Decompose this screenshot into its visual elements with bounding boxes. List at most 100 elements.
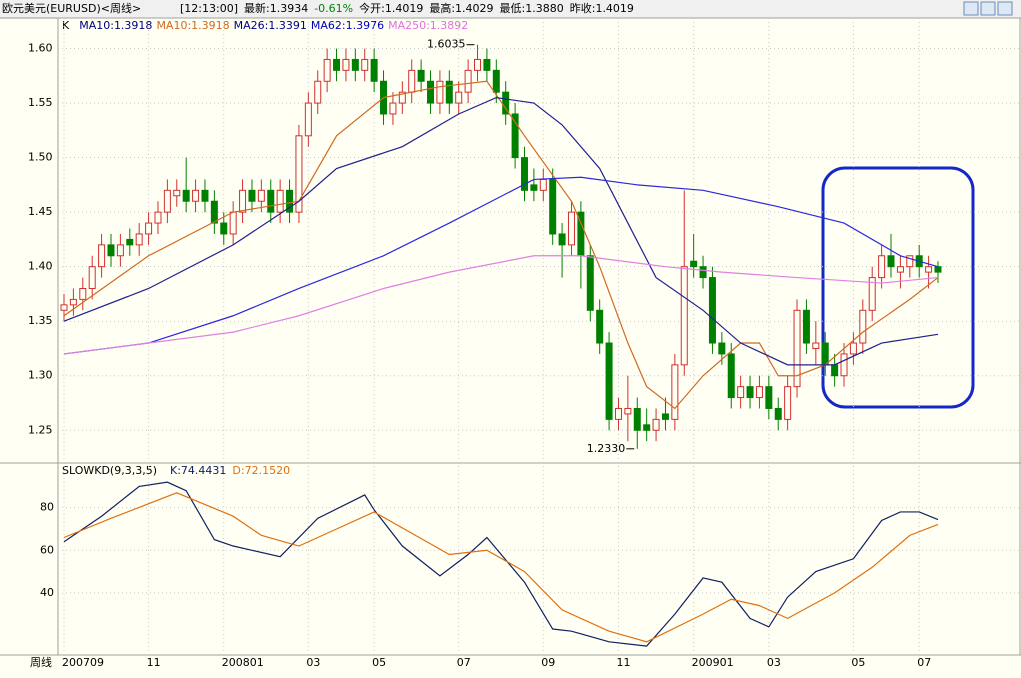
candle-body xyxy=(708,277,716,344)
candle-body xyxy=(511,113,519,159)
candle-body xyxy=(474,58,482,71)
y-tick-label: 1.50 xyxy=(28,151,53,164)
candle-body xyxy=(661,413,669,420)
candle-body xyxy=(671,364,679,420)
candle-body xyxy=(436,80,444,104)
series-line xyxy=(63,492,939,643)
candle-body xyxy=(680,266,688,366)
series-line xyxy=(63,176,939,355)
candle-body xyxy=(267,189,275,213)
candle-body xyxy=(549,178,557,235)
x-tick-label: 200901 xyxy=(692,656,734,669)
header-item: [12:13:00] xyxy=(180,2,238,15)
candle-body xyxy=(520,157,528,191)
candle-body xyxy=(370,58,378,82)
candle-body xyxy=(276,189,284,213)
nav-button[interactable] xyxy=(963,1,979,16)
candle-body xyxy=(323,58,331,82)
candle-body xyxy=(239,189,247,213)
candle-body xyxy=(192,189,200,202)
indicator-legend: K:74.4431 xyxy=(170,464,226,477)
candle-body xyxy=(229,211,237,235)
x-tick-label: 03 xyxy=(306,656,320,669)
y-tick-label: 1.60 xyxy=(28,42,53,55)
candle-body xyxy=(116,244,124,257)
candle-body xyxy=(483,58,491,71)
candle-body xyxy=(455,91,463,104)
candle-body xyxy=(257,189,265,202)
x-axis-label: 周线 xyxy=(30,655,52,669)
candle-body xyxy=(746,386,754,399)
header-item: 最新:1.3934 xyxy=(244,1,308,15)
candle-body xyxy=(88,266,96,289)
candle-body xyxy=(154,211,162,224)
candle-body xyxy=(333,58,341,71)
candle-body xyxy=(107,244,115,257)
candle-body xyxy=(558,233,566,246)
candle-body xyxy=(145,222,153,235)
x-tick-label: 11 xyxy=(147,656,161,669)
candle-body xyxy=(831,364,839,377)
legend-item: MA10:1.3918 xyxy=(79,19,152,32)
candle-body xyxy=(351,58,359,71)
candle-body xyxy=(135,233,143,246)
candle-body xyxy=(567,211,575,246)
y-tick-label: 1.45 xyxy=(28,205,53,218)
header-item: -0.61% xyxy=(314,2,353,15)
candle-body xyxy=(840,353,848,377)
candle-body xyxy=(887,255,895,268)
y-tick-label: 1.25 xyxy=(28,423,53,436)
header-item: 最低:1.3880 xyxy=(500,2,564,15)
chart-title: 欧元美元(EURUSD)<周线> xyxy=(2,1,141,15)
candle-body xyxy=(821,342,829,366)
candle-body xyxy=(286,189,294,213)
candle-body xyxy=(849,342,857,355)
candle-body xyxy=(793,309,801,388)
series-line xyxy=(63,80,939,410)
y-tick-label: 1.30 xyxy=(28,369,53,382)
legend-item: MA26:1.3391 xyxy=(234,19,307,32)
legend-item: K xyxy=(62,19,70,32)
x-tick-label: 07 xyxy=(457,656,471,669)
candle-body xyxy=(859,309,867,344)
highlight-box xyxy=(821,166,975,409)
x-tick-label: 200709 xyxy=(62,656,104,669)
candle-body xyxy=(220,222,228,235)
nav-button[interactable] xyxy=(980,1,996,16)
legend-item: MA62:1.3976 xyxy=(311,19,384,32)
x-tick-label: 09 xyxy=(541,656,555,669)
candle-body xyxy=(605,342,613,420)
candle-body xyxy=(755,386,763,399)
indicator-title: SLOWKD(9,3,3,5) xyxy=(62,464,157,477)
candle-body xyxy=(464,69,472,93)
x-tick-label: 07 xyxy=(917,656,931,669)
candle-body xyxy=(304,102,312,137)
nav-buttons xyxy=(963,1,1013,16)
nav-button[interactable] xyxy=(997,1,1013,16)
candle-body xyxy=(502,91,510,115)
candle-body xyxy=(699,266,707,279)
candle-body xyxy=(896,266,904,273)
candle-body xyxy=(163,189,171,213)
candle-body xyxy=(295,135,303,213)
candle-body xyxy=(60,304,68,311)
x-tick-label: 03 xyxy=(767,656,781,669)
candle-body xyxy=(182,189,190,202)
candle-body xyxy=(98,244,106,268)
candle-body xyxy=(314,80,322,104)
candle-body xyxy=(539,178,547,191)
candle-body xyxy=(427,80,435,104)
candle-body xyxy=(643,424,651,431)
candle-body xyxy=(690,260,698,268)
candle-body xyxy=(342,58,350,71)
candle-body xyxy=(79,287,87,300)
y-tick-label: 1.40 xyxy=(28,260,53,273)
x-tick-label: 200801 xyxy=(222,656,264,669)
candle-body xyxy=(408,69,416,93)
x-tick-label: 05 xyxy=(851,656,865,669)
candle-body xyxy=(596,309,604,344)
candle-body xyxy=(934,266,942,273)
candle-body xyxy=(417,69,425,82)
